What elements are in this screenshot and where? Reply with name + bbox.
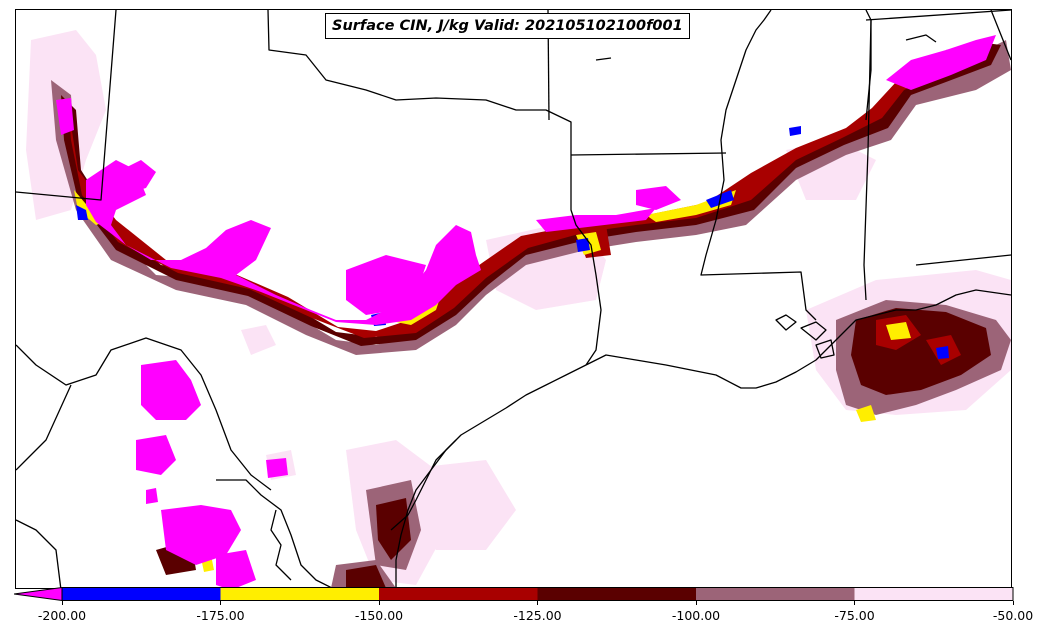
colorbar-bin-3 (537, 587, 696, 601)
colorbar-tick (220, 601, 221, 605)
map-title: Surface CIN, J/kg Valid: 202105102100f00… (325, 13, 690, 39)
colorbar-bin-5 (854, 587, 1013, 601)
colorbar-tick-label: -75.00 (834, 608, 875, 623)
colorbar-extend-min (14, 587, 63, 601)
colorbar-bin-0 (62, 587, 221, 601)
colorbar-bin-1 (220, 587, 379, 601)
colorbar-bin-4 (696, 587, 855, 601)
colorbar-tick-label: -175.00 (196, 608, 245, 623)
colorbar-tick-label: -200.00 (37, 608, 87, 623)
cin-magenta-areas (56, 35, 996, 588)
state-borders (16, 10, 1011, 588)
map-panel (15, 9, 1012, 589)
colorbar-tick-label: -125.00 (513, 608, 562, 623)
colorbar-tick (61, 601, 63, 605)
colorbar-tick (695, 601, 697, 605)
colorbar-tick-label: -150.00 (354, 608, 404, 623)
colorbar-tick (854, 601, 855, 605)
cin-map (16, 10, 1011, 588)
colorbar-bin-2 (379, 587, 538, 601)
colorbar-tick (1012, 601, 1014, 605)
cin-light-pink-areas (26, 30, 1011, 585)
colorbar-tick-label: -100.00 (671, 608, 721, 623)
colorbar (14, 587, 1014, 601)
colorbar-tick-label: -50.00 (992, 608, 1034, 623)
colorbar-tick (537, 601, 538, 605)
colorbar-tick (378, 601, 380, 605)
